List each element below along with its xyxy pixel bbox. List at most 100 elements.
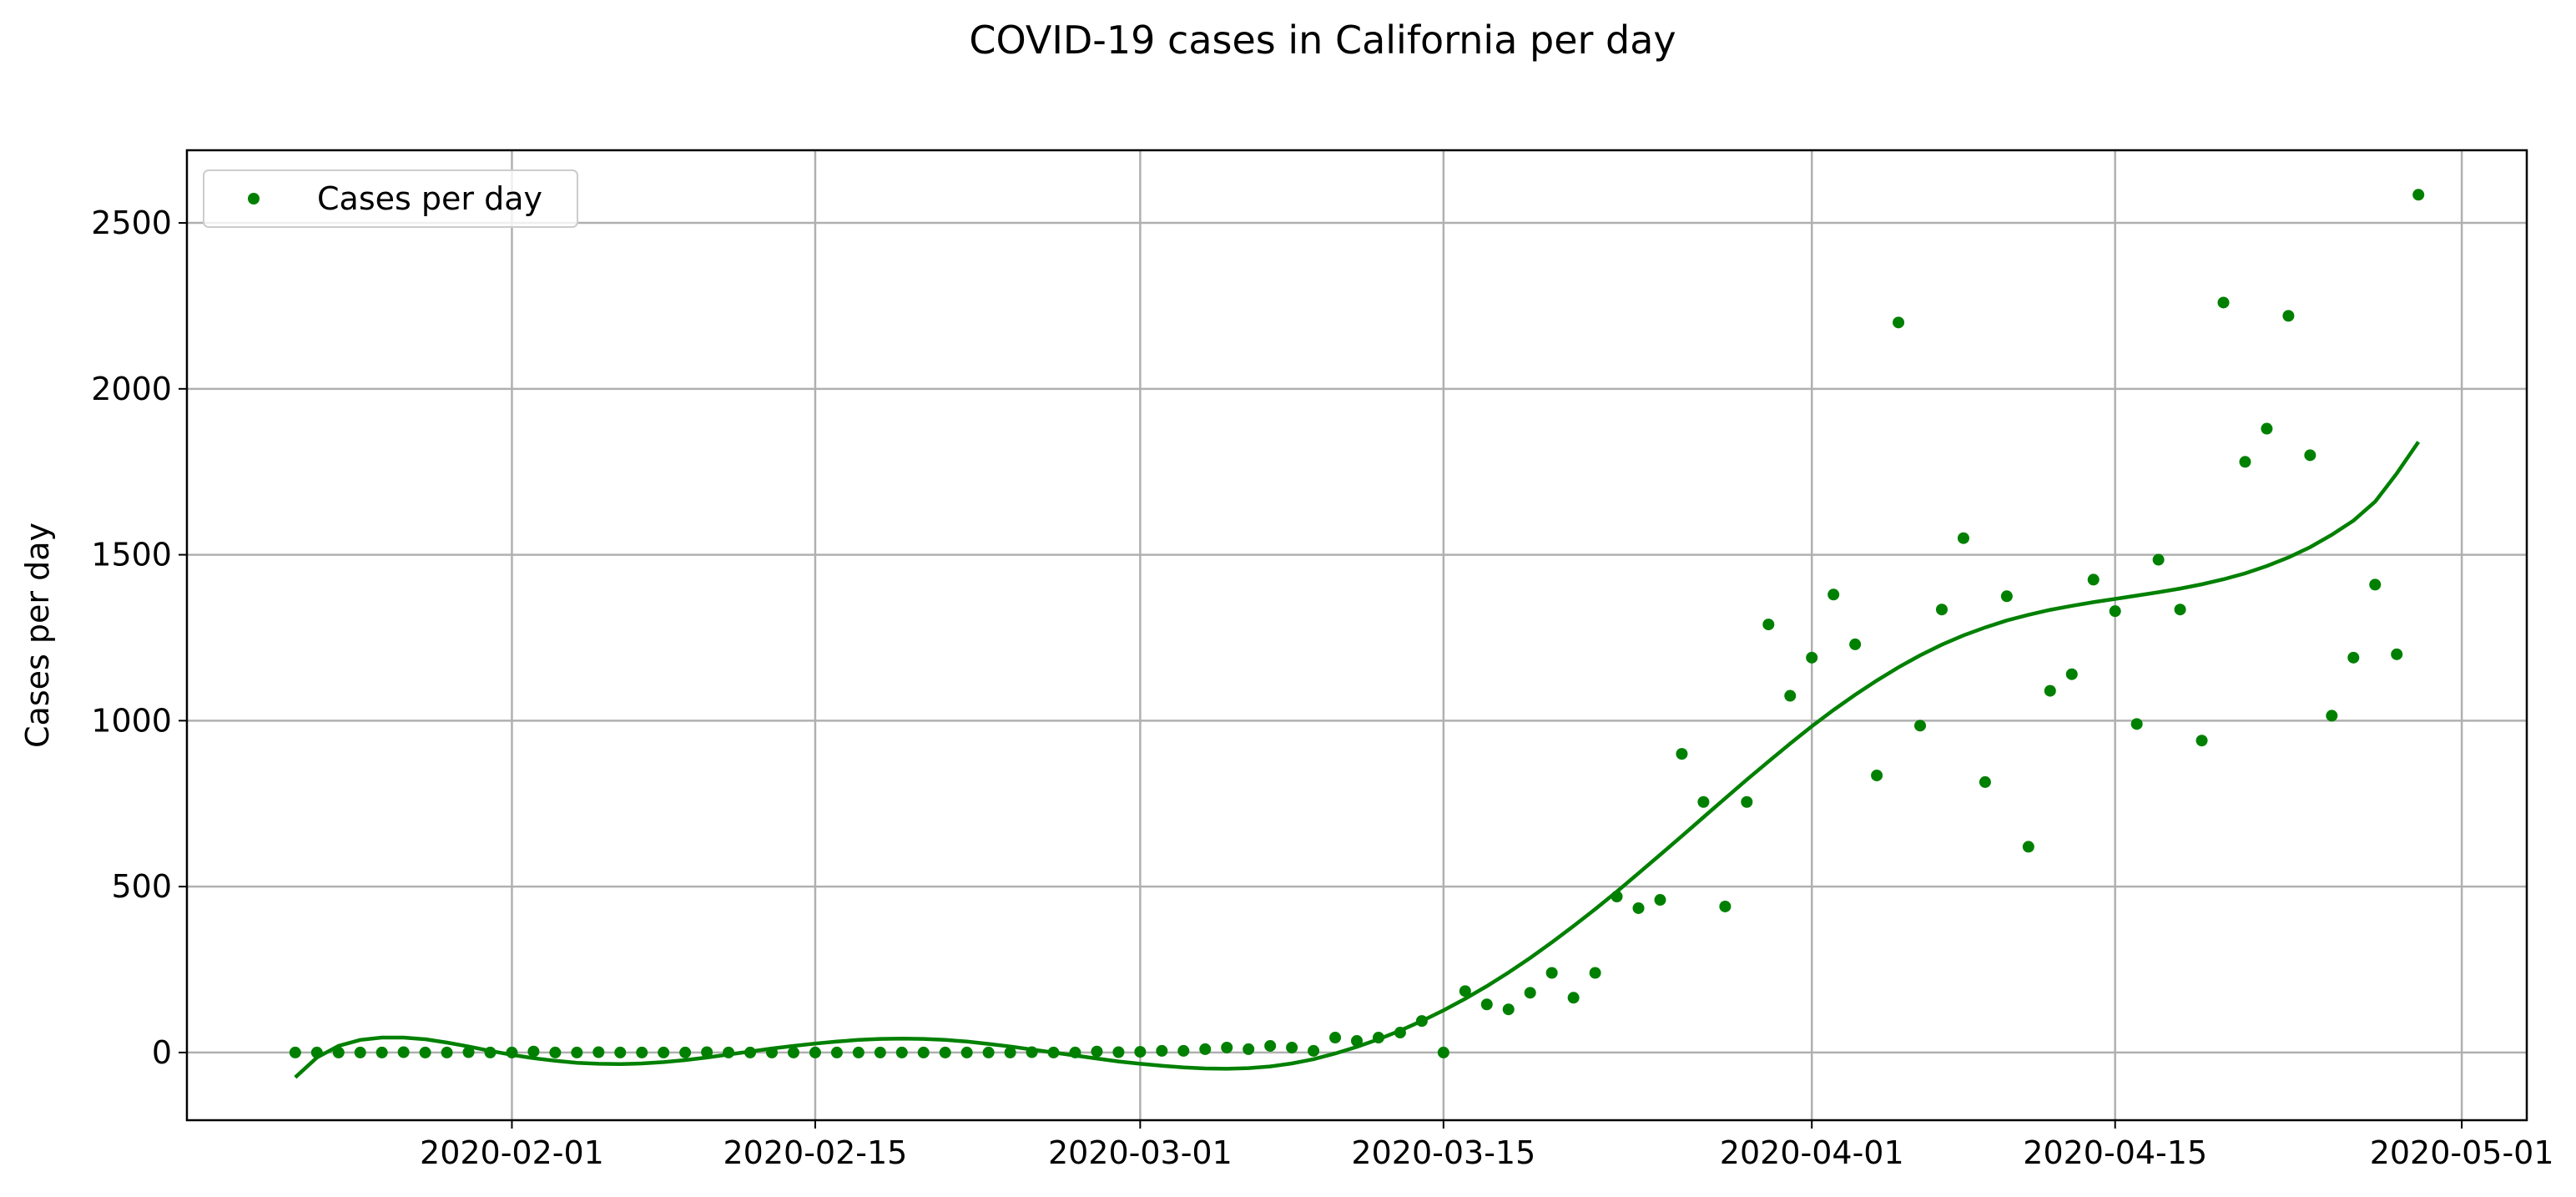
data-point xyxy=(1936,604,1948,616)
data-point xyxy=(2174,604,2186,616)
x-tick-label: 2020-03-15 xyxy=(1351,1134,1535,1171)
y-tick-label: 0 xyxy=(152,1034,172,1071)
data-point xyxy=(289,1046,301,1058)
data-point xyxy=(1697,795,1710,808)
data-point xyxy=(1784,689,1797,702)
data-point xyxy=(1004,1046,1016,1058)
data-point xyxy=(419,1046,431,1058)
data-point xyxy=(1654,894,1666,907)
data-point xyxy=(1871,769,1883,781)
data-point xyxy=(1979,775,1991,788)
data-point xyxy=(2087,573,2100,586)
data-point xyxy=(1502,1003,1515,1016)
data-point xyxy=(1741,795,1753,808)
data-point xyxy=(982,1046,995,1058)
y-tick-label: 1500 xyxy=(91,537,172,573)
data-point xyxy=(614,1046,627,1058)
data-point xyxy=(1957,532,1969,544)
x-tick-label: 2020-04-15 xyxy=(2023,1134,2207,1171)
data-point xyxy=(2000,590,2013,603)
legend-marker xyxy=(248,193,260,205)
data-point xyxy=(549,1046,562,1058)
data-point xyxy=(1177,1044,1190,1057)
data-point xyxy=(571,1046,583,1058)
data-point xyxy=(701,1046,713,1058)
data-point xyxy=(1806,651,1818,664)
data-point xyxy=(917,1046,930,1058)
data-point xyxy=(1221,1041,1233,1053)
data-point xyxy=(2347,651,2360,664)
data-point xyxy=(1308,1044,1320,1057)
data-point xyxy=(592,1046,605,1058)
data-point xyxy=(2369,578,2382,591)
data-point xyxy=(809,1046,821,1058)
fit-line xyxy=(294,441,2421,1079)
data-point xyxy=(441,1046,453,1058)
legend-box xyxy=(203,169,578,228)
data-point xyxy=(2130,718,2143,730)
data-point xyxy=(1545,967,1558,979)
data-point xyxy=(1589,967,1601,979)
data-point xyxy=(2195,735,2208,747)
data-point xyxy=(2326,710,2338,722)
data-point xyxy=(1351,1034,1363,1047)
data-point xyxy=(1091,1045,1103,1058)
data-point xyxy=(1156,1044,1168,1057)
data-point xyxy=(787,1046,799,1058)
data-point xyxy=(1112,1046,1125,1058)
data-point xyxy=(1524,987,1536,999)
data-point xyxy=(2304,449,2316,462)
data-point xyxy=(1762,619,1775,631)
y-tick-label: 500 xyxy=(111,868,172,905)
data-point xyxy=(2412,189,2425,201)
y-tick-label: 2000 xyxy=(91,371,172,407)
data-point xyxy=(1459,985,1471,998)
data-point xyxy=(874,1046,886,1058)
data-point xyxy=(1827,588,1840,601)
data-point xyxy=(376,1046,388,1058)
data-point xyxy=(354,1046,366,1058)
x-tick-label: 2020-02-01 xyxy=(420,1134,604,1171)
data-point xyxy=(2217,296,2230,309)
data-point xyxy=(2022,841,2034,853)
data-point xyxy=(397,1046,410,1058)
data-point xyxy=(939,1046,951,1058)
data-point xyxy=(2065,668,2078,680)
data-point xyxy=(830,1046,843,1058)
data-point xyxy=(1199,1043,1212,1055)
data-point xyxy=(2239,456,2251,468)
data-point xyxy=(1480,998,1493,1011)
data-point xyxy=(1286,1041,1298,1053)
legend-label: Cases per day xyxy=(317,180,542,217)
data-point xyxy=(1264,1039,1277,1052)
y-tick-label: 1000 xyxy=(91,702,172,739)
x-tick-label: 2020-05-01 xyxy=(2370,1134,2554,1171)
x-tick-label: 2020-02-15 xyxy=(723,1134,908,1171)
data-point xyxy=(1914,720,1927,732)
data-point xyxy=(2044,684,2056,697)
y-axis-label: Cases per day xyxy=(19,523,56,748)
data-point xyxy=(1893,316,1905,329)
plot-frame xyxy=(185,149,2528,1122)
data-point xyxy=(636,1046,648,1058)
data-point xyxy=(462,1046,475,1058)
data-point xyxy=(2152,553,2165,566)
data-point xyxy=(852,1046,865,1058)
data-point xyxy=(2391,648,2403,660)
data-point xyxy=(1329,1032,1342,1044)
data-point xyxy=(527,1045,540,1058)
data-point xyxy=(679,1046,692,1058)
data-point xyxy=(1437,1046,1449,1058)
chart-title: COVID-19 cases in California per day xyxy=(969,18,1676,63)
data-point xyxy=(1134,1046,1147,1058)
data-point xyxy=(1243,1043,1255,1055)
data-point xyxy=(1849,638,1862,650)
data-point xyxy=(2261,422,2273,435)
x-tick-label: 2020-03-01 xyxy=(1048,1134,1233,1171)
data-point xyxy=(658,1046,670,1058)
y-tick-label: 2500 xyxy=(91,205,172,241)
data-point xyxy=(895,1046,908,1058)
data-point xyxy=(2109,605,2121,618)
data-point xyxy=(2282,310,2295,322)
data-point xyxy=(1567,992,1580,1004)
